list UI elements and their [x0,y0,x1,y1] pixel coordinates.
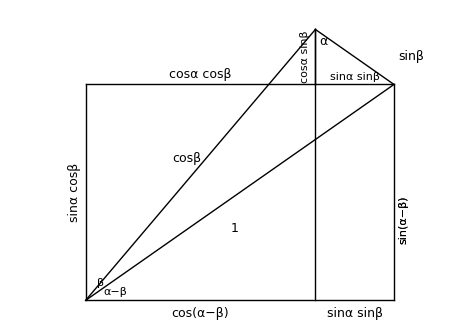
Text: sinβ: sinβ [398,50,424,63]
Text: α−β: α−β [104,287,128,297]
Text: sin(α−β): sin(α−β) [398,196,408,244]
Text: sinα sinβ: sinα sinβ [327,307,383,320]
Text: cos(α−β): cos(α−β) [172,307,229,320]
Text: sinα cosβ: sinα cosβ [68,163,81,222]
Text: cosα sinβ: cosα sinβ [301,31,310,83]
Text: sin(α−β): sin(α−β) [398,196,408,244]
Text: β: β [98,278,104,288]
Text: cosβ: cosβ [172,152,201,165]
Text: sinα sinβ: sinα sinβ [330,72,380,82]
Text: α: α [319,35,327,48]
Text: cosα cosβ: cosα cosβ [169,68,232,81]
Text: 1: 1 [230,222,238,235]
